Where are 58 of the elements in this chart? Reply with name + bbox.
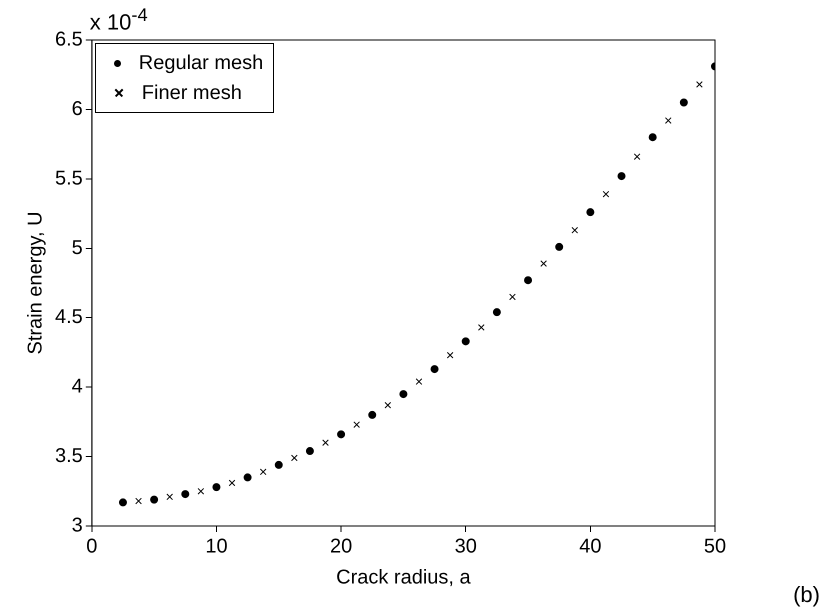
point	[212, 483, 220, 492]
x-tick-label: 30	[454, 536, 477, 558]
point	[524, 276, 532, 284]
x-axis-title: Crack radius, a	[336, 566, 472, 589]
legend-label: Regular mesh	[138, 51, 264, 76]
y-tick-label: 6.5	[54, 28, 83, 51]
y-tick-label: 6	[72, 98, 83, 120]
point	[586, 208, 594, 216]
point	[696, 81, 703, 88]
y-tick-label: 3	[72, 514, 83, 537]
point	[492, 308, 501, 316]
point	[571, 226, 578, 234]
point	[462, 337, 470, 346]
point	[618, 172, 626, 180]
point	[228, 480, 236, 486]
point	[478, 324, 485, 331]
point	[368, 410, 376, 419]
point	[416, 378, 422, 385]
point	[664, 117, 672, 124]
point	[337, 430, 346, 438]
point	[540, 260, 547, 267]
point	[634, 153, 640, 160]
point	[198, 488, 204, 495]
point	[353, 421, 360, 428]
point	[166, 494, 174, 500]
point	[306, 447, 314, 456]
point	[291, 454, 298, 462]
point	[399, 390, 408, 398]
y-tick-label: 5.5	[54, 167, 83, 190]
point	[135, 498, 142, 504]
point	[555, 242, 564, 251]
point	[648, 133, 657, 142]
point	[244, 473, 252, 482]
point	[430, 365, 439, 374]
x-tick-label: 0	[86, 536, 98, 558]
x-tick-label: 20	[330, 536, 352, 558]
point	[509, 294, 516, 300]
point	[274, 460, 283, 469]
point	[680, 98, 688, 106]
point	[322, 439, 329, 446]
point	[446, 352, 454, 359]
legend-label: Finer mesh	[142, 81, 242, 106]
text: (b)	[793, 582, 820, 608]
y-tick-label: 4	[72, 376, 83, 398]
point	[260, 468, 267, 476]
point	[602, 190, 610, 198]
point	[384, 402, 392, 409]
text: x 10$^{-4}$	[90, 4, 148, 36]
y-tick-label: 4.5	[54, 306, 83, 328]
x-tick-label: 40	[579, 536, 602, 558]
point	[181, 490, 190, 498]
y-axis-title: Strain energy, U	[24, 211, 47, 355]
y-tick-label: 3.5	[54, 445, 83, 468]
y-tick-label: 5	[72, 236, 83, 259]
x-tick-label: 50	[704, 536, 726, 558]
point	[150, 496, 158, 504]
point	[118, 498, 127, 506]
x-tick-label: 10	[205, 536, 228, 558]
